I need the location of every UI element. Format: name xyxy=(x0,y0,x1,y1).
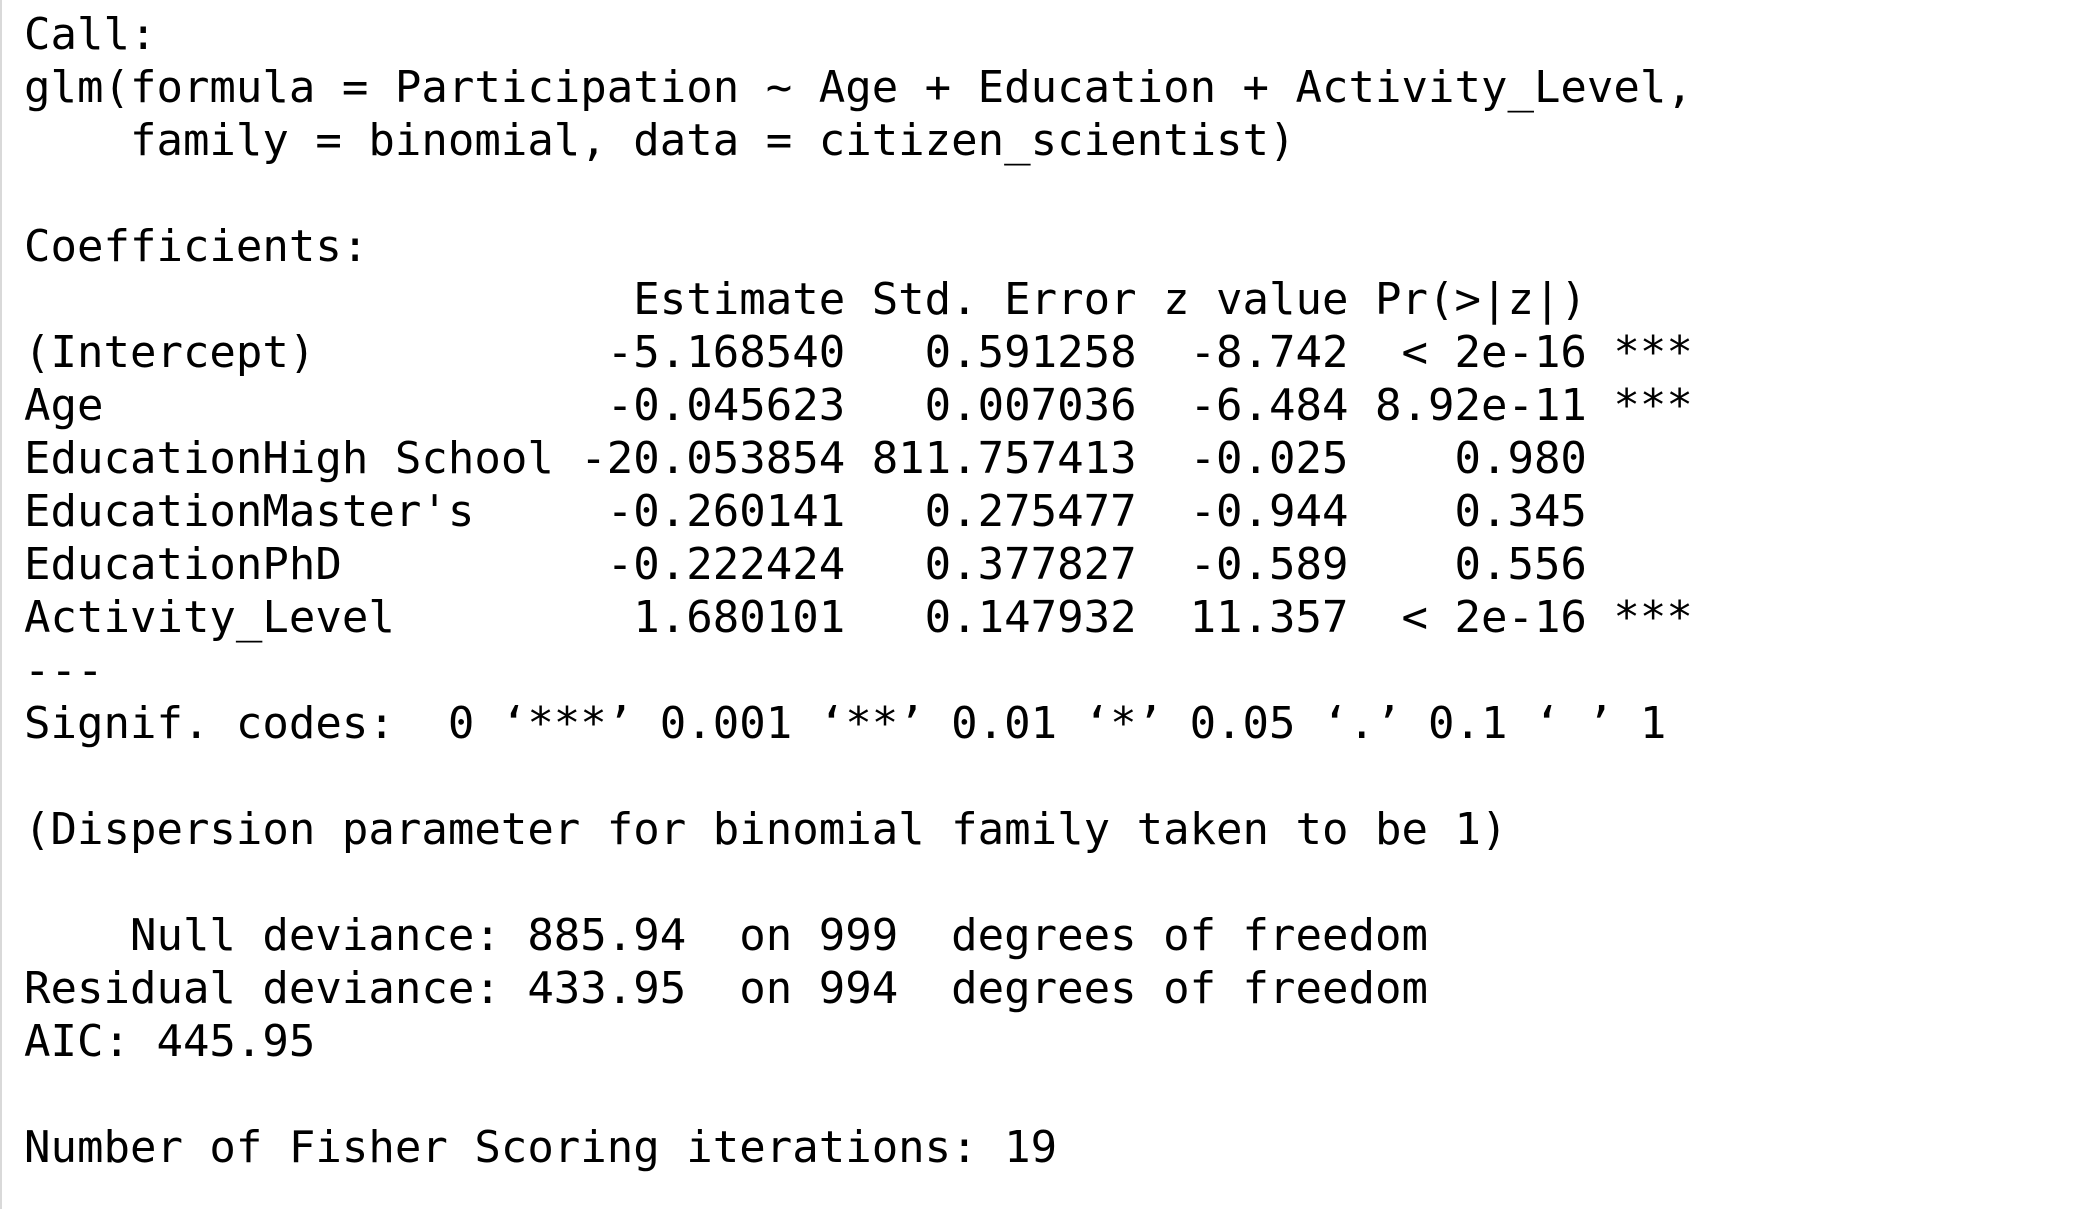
coefficients-column-headers: Estimate Std. Error z value Pr(>|z|) xyxy=(24,274,1693,325)
blank-line xyxy=(24,750,1693,803)
residual-deviance: Residual deviance: 433.95 on 994 degrees… xyxy=(24,963,1428,1014)
call-header: Call: xyxy=(24,9,157,60)
separator: --- xyxy=(24,645,104,696)
call-formula-line: glm(formula = Participation ~ Age + Educ… xyxy=(24,62,1693,113)
null-deviance: Null deviance: 885.94 on 999 degrees of … xyxy=(24,910,1428,961)
signif-codes-legend: Signif. codes: 0 ‘***’ 0.001 ‘**’ 0.01 ‘… xyxy=(24,698,1667,749)
fisher-iterations: Number of Fisher Scoring iterations: 19 xyxy=(24,1122,1058,1173)
coef-row-intercept: (Intercept) -5.168540 0.591258 -8.742 < … xyxy=(24,327,1693,378)
coef-row-education-high-school: EducationHigh School -20.053854 811.7574… xyxy=(24,433,1693,484)
call-family-line: family = binomial, data = citizen_scient… xyxy=(24,115,1296,166)
blank-line xyxy=(24,1068,1693,1121)
coef-row-education-masters: EducationMaster's -0.260141 0.275477 -0.… xyxy=(24,486,1693,537)
aic-value: AIC: 445.95 xyxy=(24,1016,316,1067)
coefficients-header: Coefficients: xyxy=(24,221,369,272)
glm-summary-output: Call: glm(formula = Participation ~ Age +… xyxy=(24,8,1693,1174)
coef-row-age: Age -0.045623 0.007036 -6.484 8.92e-11 *… xyxy=(24,380,1693,431)
blank-line xyxy=(24,856,1693,909)
coef-row-activity-level: Activity_Level 1.680101 0.147932 11.357 … xyxy=(24,592,1693,643)
coef-row-education-phd: EducationPhD -0.222424 0.377827 -0.589 0… xyxy=(24,539,1693,590)
dispersion-note: (Dispersion parameter for binomial famil… xyxy=(24,804,1508,855)
blank-line xyxy=(24,167,1693,220)
